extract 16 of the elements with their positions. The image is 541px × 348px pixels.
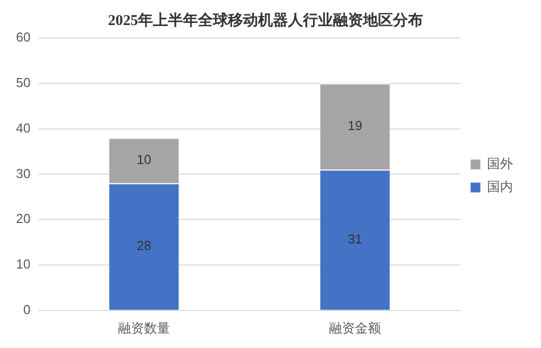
y-tick-label: 20 xyxy=(16,211,30,226)
legend-label: 国外 xyxy=(487,156,513,172)
y-tick-label: 30 xyxy=(16,166,30,181)
legend-label: 国内 xyxy=(487,180,513,195)
chart-title: 2025年上半年全球移动机器人行业融资地区分布 xyxy=(108,12,423,29)
y-tick-label: 10 xyxy=(16,256,30,272)
y-tick-label: 40 xyxy=(16,120,30,136)
x-tick-label: 融资数量 xyxy=(118,322,170,337)
x-tick-label: 融资金额 xyxy=(328,322,381,337)
data-label: 31 xyxy=(348,231,362,246)
y-tick-label: 60 xyxy=(16,30,30,45)
y-tick-label: 50 xyxy=(16,74,30,90)
data-label: 10 xyxy=(136,152,152,168)
data-label: 28 xyxy=(136,238,152,254)
y-tick-label: 0 xyxy=(23,302,30,317)
data-label: 19 xyxy=(348,118,362,134)
